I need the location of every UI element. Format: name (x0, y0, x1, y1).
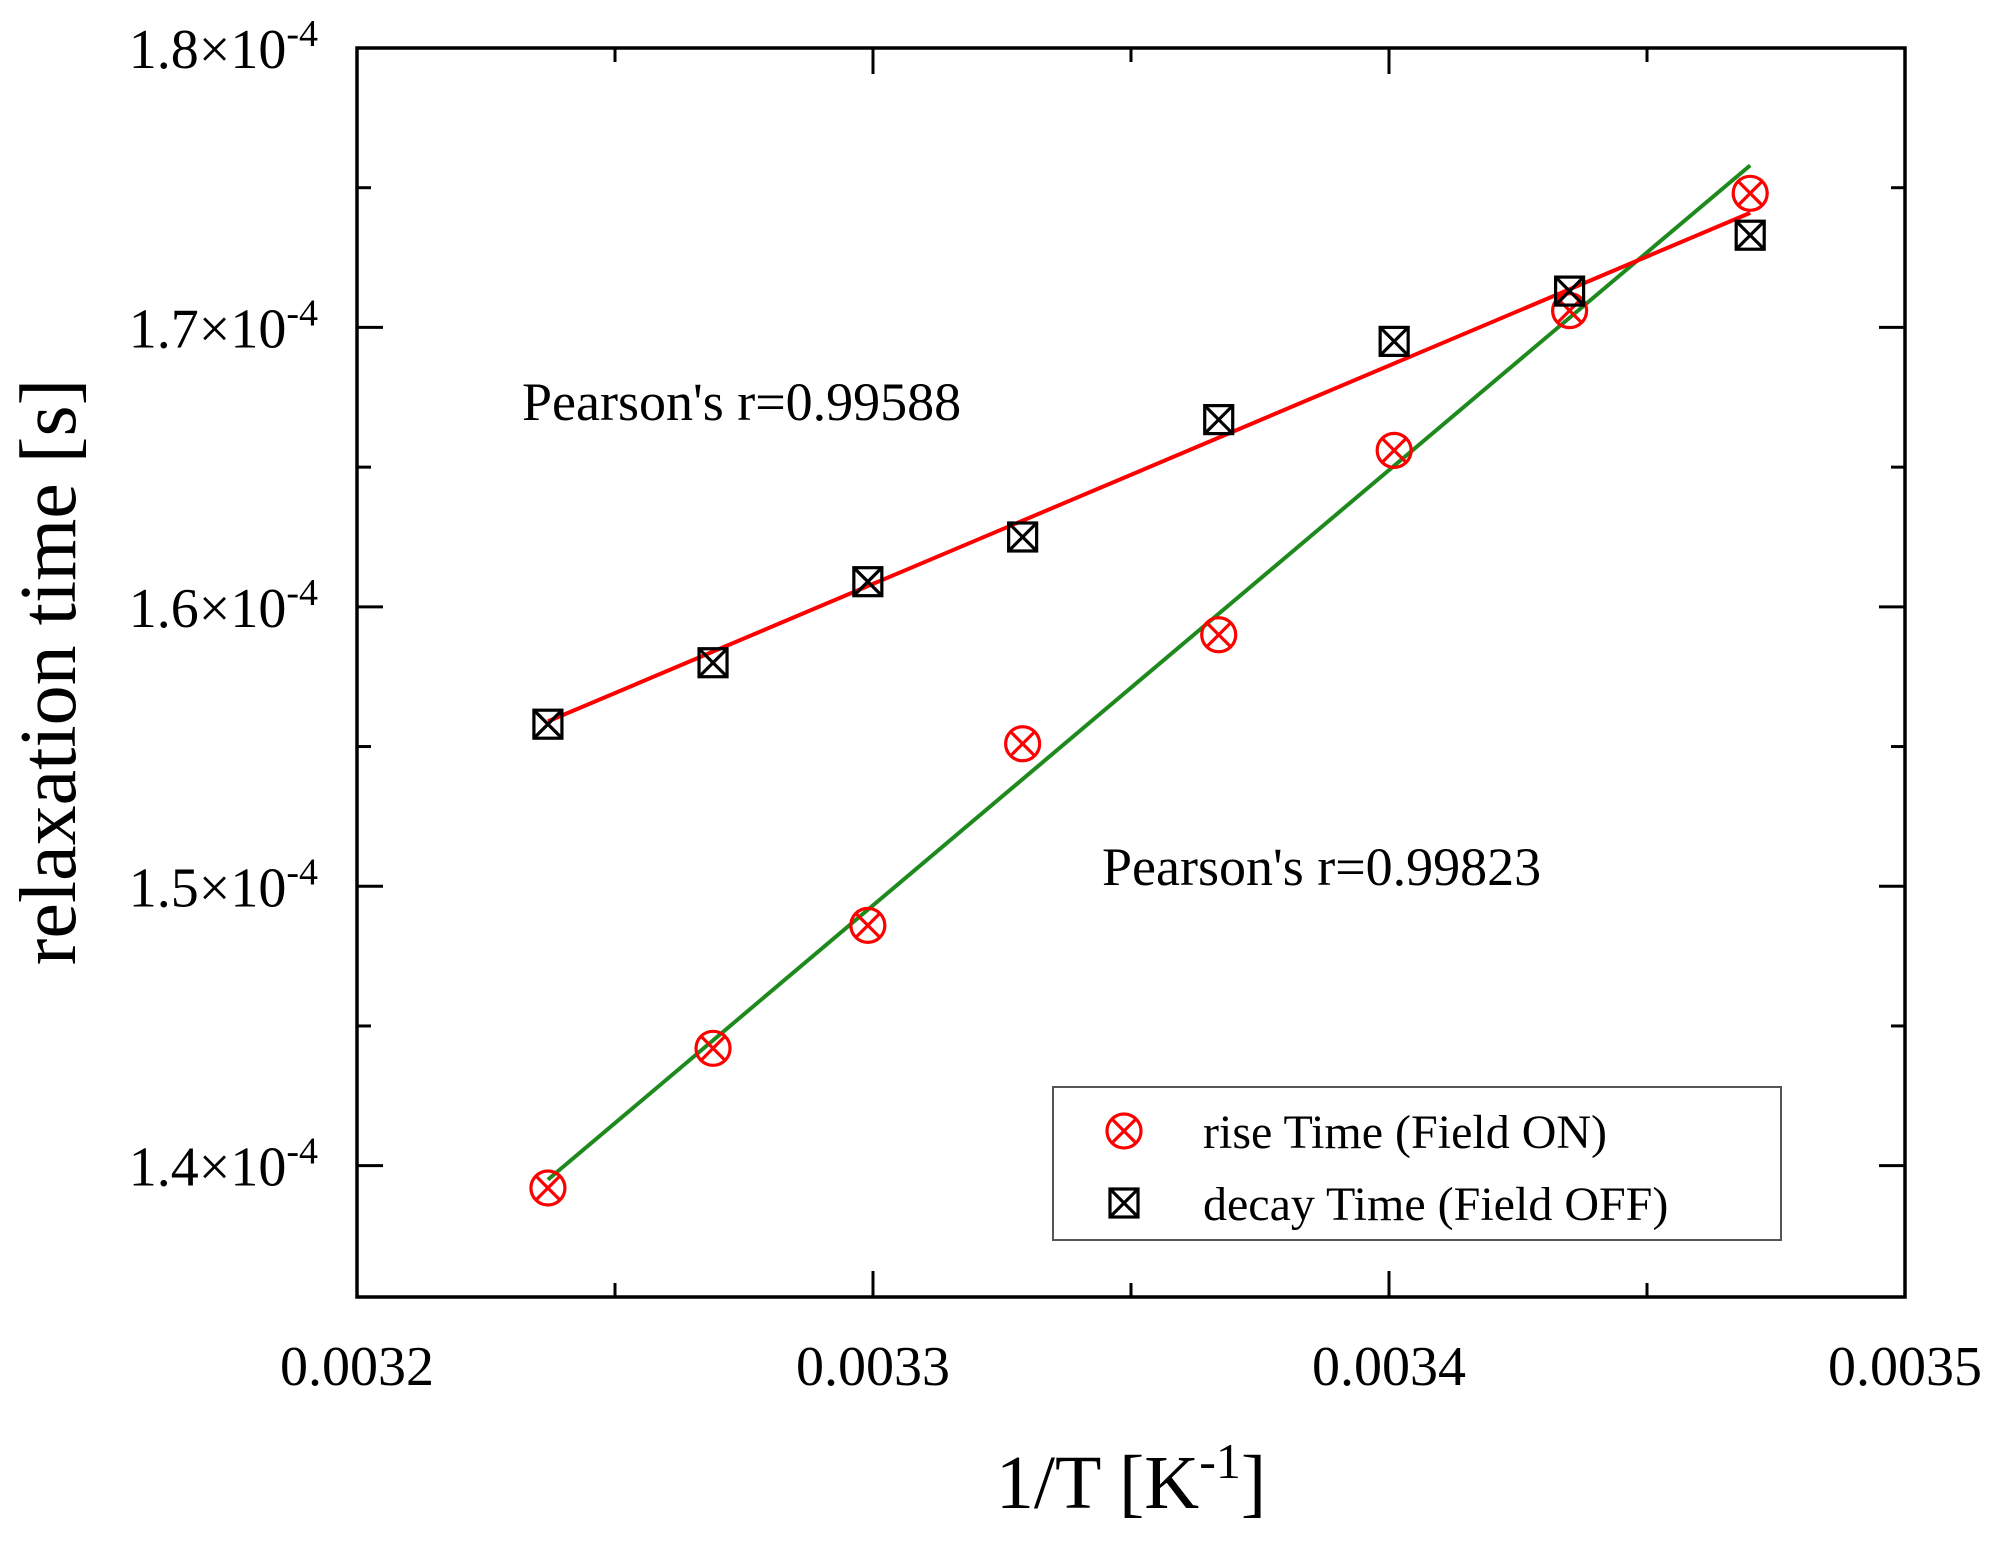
marker-cross (1110, 1117, 1138, 1145)
marker-cross (1009, 730, 1036, 757)
marker-cross (697, 647, 729, 678)
legend-marker (1108, 1187, 1140, 1219)
marker-circle (1105, 1112, 1143, 1150)
marker-square (697, 647, 729, 679)
marker-square (532, 708, 564, 740)
legend-label: decay Time (Field OFF) (1203, 1178, 1668, 1231)
x-tick-label: 0.0034 (1312, 1336, 1466, 1398)
marker-cross (1554, 275, 1585, 307)
marker-cross (1379, 326, 1410, 357)
marker-circle (694, 1029, 732, 1067)
decay-data-point (1203, 404, 1235, 436)
marker-circle (1731, 174, 1769, 212)
legend-box (1052, 1086, 1782, 1241)
pearson-annotation-rise: Pearson's r=0.99823 (1102, 837, 1541, 897)
marker-cross (1737, 180, 1764, 207)
rise-data-point (1004, 725, 1042, 763)
rise-data-point (1550, 292, 1589, 330)
y-axis-title: relaxation time [s] (5, 379, 93, 965)
marker-circle (1550, 292, 1589, 330)
annotations-layer: Pearson's r=0.99823 Pearson's r=0.99588 (522, 372, 1541, 897)
fit-line-decay (547, 211, 1751, 724)
axis-ticks-layer (355, 46, 1907, 1297)
y-tick-label: 1.7×10-4 (129, 292, 318, 360)
marker-cross (1007, 521, 1038, 553)
marker-square (1378, 325, 1410, 357)
marker-square (852, 566, 884, 598)
rise-data-point (1200, 616, 1238, 654)
marker-cross (1203, 404, 1234, 435)
marker-circle (1004, 725, 1042, 763)
y-tick-label: 1.8×10-4 (129, 13, 318, 81)
marker-square (1108, 1187, 1140, 1219)
fit-lines-layer (546, 163, 1752, 1182)
marker-square (1203, 404, 1235, 436)
decay-data-point (1734, 219, 1766, 251)
marker-square (1007, 521, 1039, 553)
marker-cross (1735, 220, 1766, 251)
decay-data-point (532, 708, 564, 740)
y-tick-label: 1.6×10-4 (129, 572, 318, 640)
marker-square (1734, 219, 1766, 251)
marker-circle (1200, 616, 1238, 654)
marker-circle (849, 906, 887, 944)
x-tick-label: 0.0033 (796, 1336, 950, 1398)
rise-data-point (1731, 174, 1769, 212)
marker-cross (699, 1035, 727, 1062)
marker-cross (532, 709, 564, 740)
marker-cross (1556, 297, 1583, 324)
marker-cross (534, 1174, 562, 1202)
pearson-annotation-decay: Pearson's r=0.99588 (522, 372, 961, 432)
marker-circle (529, 1169, 567, 1207)
marker-cross (1205, 621, 1232, 648)
decay-data-point (1553, 275, 1586, 307)
marker-circle (1375, 431, 1413, 469)
marker-cross (1108, 1187, 1140, 1219)
rise-data-point (694, 1029, 732, 1067)
marker-cross (852, 566, 883, 597)
fit-line-rise (546, 163, 1752, 1182)
rise-data-point (529, 1169, 567, 1207)
marker-cross (1381, 437, 1408, 464)
decay-data-point (1378, 325, 1410, 357)
decay-data-point (1007, 521, 1039, 553)
legend-marker (1105, 1112, 1143, 1150)
y-tick-label: 1.5×10-4 (129, 851, 318, 919)
axis-labels-layer: 0.0032 0.0033 0.0034 0.0035 1.4×10-4 1.5×10-4… (5, 13, 1982, 1525)
x-tick-label: 0.0035 (1828, 1336, 1982, 1398)
rise-data-point (849, 906, 887, 944)
decay-data-point (852, 566, 884, 598)
marker-cross (854, 912, 881, 939)
x-axis-title: 1/T [K-1] (996, 1433, 1266, 1525)
markers-layer (529, 174, 1769, 1207)
legend-label: rise Time (Field ON) (1203, 1106, 1607, 1159)
marker-square (1553, 275, 1586, 307)
x-tick-label: 0.0032 (280, 1336, 434, 1398)
decay-data-point (697, 647, 729, 679)
y-tick-label: 1.4×10-4 (129, 1131, 318, 1199)
legend: rise Time (Field ON) decay Time (Field OF… (1052, 1086, 1782, 1241)
rise-data-point (1375, 431, 1413, 469)
